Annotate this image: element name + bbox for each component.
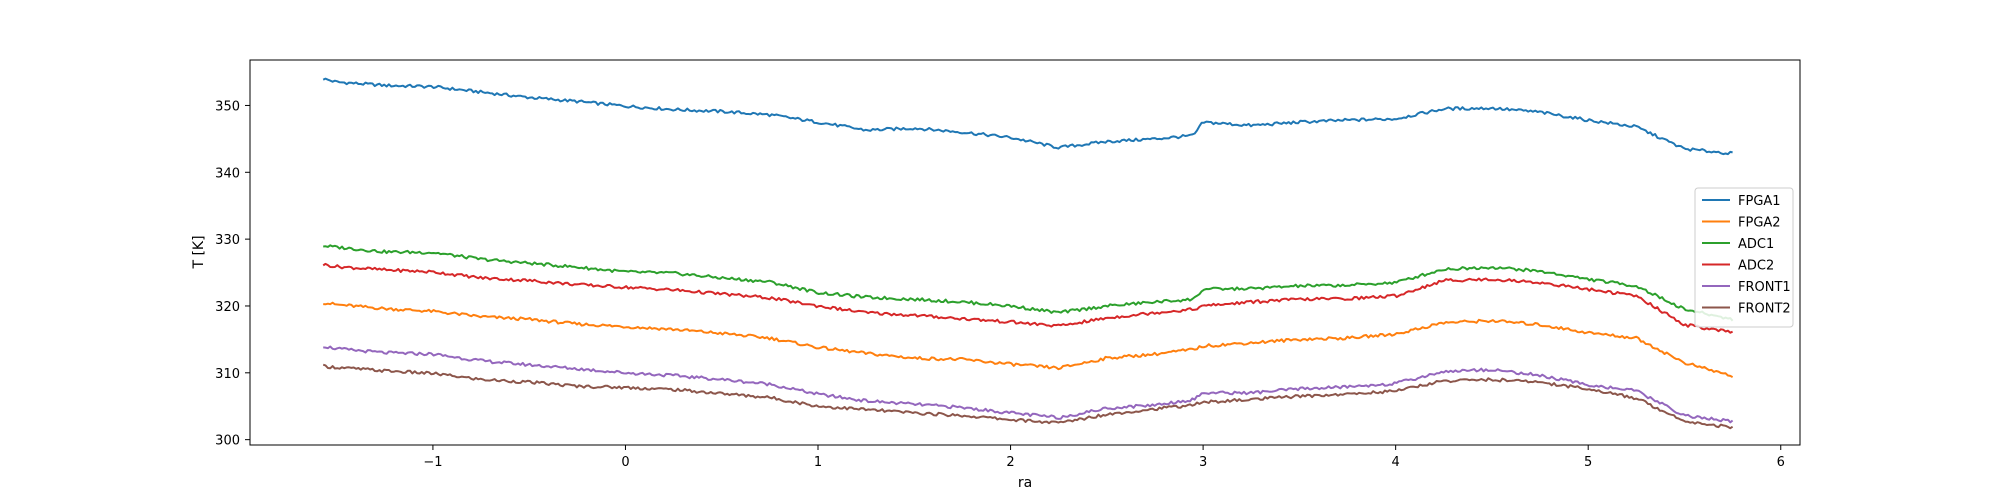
legend: FPGA1 FPGA2 ADC1 ADC2 FRONT1 FRONT2 [1694, 187, 1794, 328]
y-tick-label: 350 [215, 99, 240, 114]
x-tick-label: 5 [1584, 455, 1592, 470]
x-tick-label: 0 [621, 455, 629, 470]
y-tick-label: 320 [215, 300, 240, 315]
y-tick-label: 340 [215, 166, 240, 181]
legend-label-fpga2: FPGA2 [1738, 216, 1781, 231]
x-axis-label: ra [1018, 475, 1032, 491]
x-tick-label: 2 [1006, 455, 1014, 470]
legend-label-fpga1: FPGA1 [1738, 194, 1781, 209]
y-axis-label: T [K] [191, 235, 207, 269]
plot-frame [249, 59, 1801, 446]
x-tick-label: −1 [423, 455, 442, 470]
series-line-fpga1 [322, 77, 1733, 156]
series-line-adc1 [323, 244, 1734, 322]
legend-label-front2: FRONT2 [1738, 302, 1791, 317]
y-tick-label: 300 [215, 434, 240, 449]
series-line-adc2 [322, 262, 1734, 334]
x-axis-ticks: −1 0 1 2 3 4 5 6 [423, 445, 1785, 470]
x-tick-label: 6 [1777, 455, 1785, 470]
series-layer [322, 77, 1734, 430]
x-tick-label: 3 [1199, 455, 1207, 470]
series-line-fpga2 [323, 301, 1734, 378]
series-line-front1 [323, 345, 1734, 424]
x-tick-label: 1 [814, 455, 822, 470]
y-axis-ticks: 300 310 320 330 340 350 [215, 99, 250, 449]
y-tick-label: 330 [215, 233, 240, 248]
legend-label-adc1: ADC1 [1738, 237, 1774, 252]
legend-label-adc2: ADC2 [1738, 259, 1774, 274]
x-tick-label: 4 [1392, 455, 1400, 470]
series-line-front2 [322, 363, 1734, 430]
legend-box [1694, 187, 1794, 328]
y-tick-label: 310 [215, 367, 240, 382]
legend-label-front1: FRONT1 [1738, 280, 1791, 295]
